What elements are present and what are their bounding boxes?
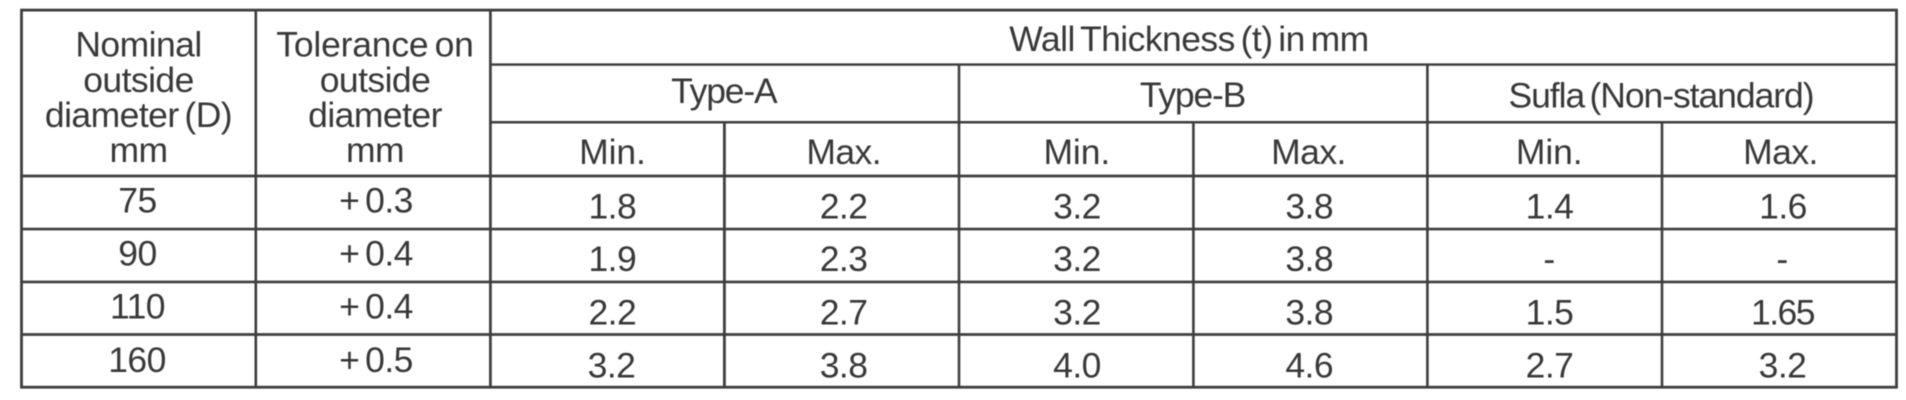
- svg-text:Type-A: Type-A: [671, 71, 778, 111]
- svg-text:1.8: 1.8: [588, 186, 636, 226]
- svg-text:Max.: Max.: [806, 132, 881, 172]
- svg-text:2.2: 2.2: [588, 292, 636, 332]
- svg-text:2.7: 2.7: [1526, 345, 1574, 385]
- svg-text:1.9: 1.9: [588, 239, 636, 279]
- svg-text:4.6: 4.6: [1285, 345, 1333, 385]
- svg-text:diameter: diameter: [308, 95, 442, 135]
- svg-text:outside: outside: [83, 60, 194, 100]
- svg-text:Min.: Min.: [1043, 132, 1110, 172]
- svg-text:2.3: 2.3: [820, 239, 868, 279]
- svg-text:+ 0.5: + 0.5: [339, 340, 413, 380]
- svg-text:2.7: 2.7: [820, 292, 868, 332]
- svg-text:3.2: 3.2: [588, 345, 636, 385]
- svg-text:3.2: 3.2: [1759, 345, 1807, 385]
- svg-text:75: 75: [118, 181, 156, 221]
- svg-text:3.8: 3.8: [1285, 186, 1333, 226]
- svg-text:1.5: 1.5: [1526, 292, 1574, 332]
- svg-text:Min.: Min.: [1516, 132, 1583, 172]
- svg-text:mm: mm: [109, 130, 167, 170]
- svg-text:+ 0.3: + 0.3: [339, 181, 413, 221]
- svg-text:+ 0.4: + 0.4: [339, 286, 413, 326]
- svg-text:Min.: Min.: [579, 132, 646, 172]
- svg-text:3.2: 3.2: [1053, 239, 1101, 279]
- svg-text:Nominal: Nominal: [75, 25, 201, 65]
- svg-text:3.2: 3.2: [1053, 186, 1101, 226]
- svg-text:3.8: 3.8: [820, 345, 868, 385]
- svg-text:+ 0.4: + 0.4: [339, 234, 413, 274]
- svg-text:160: 160: [108, 340, 166, 380]
- svg-text:Tolerance on: Tolerance on: [276, 25, 473, 65]
- svg-text:-: -: [1776, 239, 1787, 279]
- svg-text:3.8: 3.8: [1285, 239, 1333, 279]
- svg-text:Sufla (Non-standard): Sufla (Non-standard): [1508, 76, 1813, 116]
- svg-text:1.4: 1.4: [1526, 186, 1574, 226]
- svg-text:Wall Thickness (t) in mm: Wall Thickness (t) in mm: [1009, 19, 1368, 59]
- svg-text:3.8: 3.8: [1285, 292, 1333, 332]
- svg-text:Max.: Max.: [1743, 132, 1818, 172]
- svg-text:3.2: 3.2: [1053, 292, 1101, 332]
- svg-text:90: 90: [118, 234, 156, 274]
- svg-text:2.2: 2.2: [820, 186, 868, 226]
- svg-text:Max.: Max.: [1271, 132, 1346, 172]
- svg-text:-: -: [1543, 239, 1554, 279]
- svg-text:1.6: 1.6: [1759, 186, 1807, 226]
- svg-text:4.0: 4.0: [1053, 345, 1101, 385]
- svg-text:outside: outside: [320, 60, 431, 100]
- svg-text:mm: mm: [346, 130, 404, 170]
- svg-text:diameter (D): diameter (D): [45, 95, 232, 135]
- svg-text:110: 110: [110, 286, 165, 326]
- svg-text:1.65: 1.65: [1751, 292, 1815, 332]
- svg-text:Type-B: Type-B: [1140, 75, 1245, 115]
